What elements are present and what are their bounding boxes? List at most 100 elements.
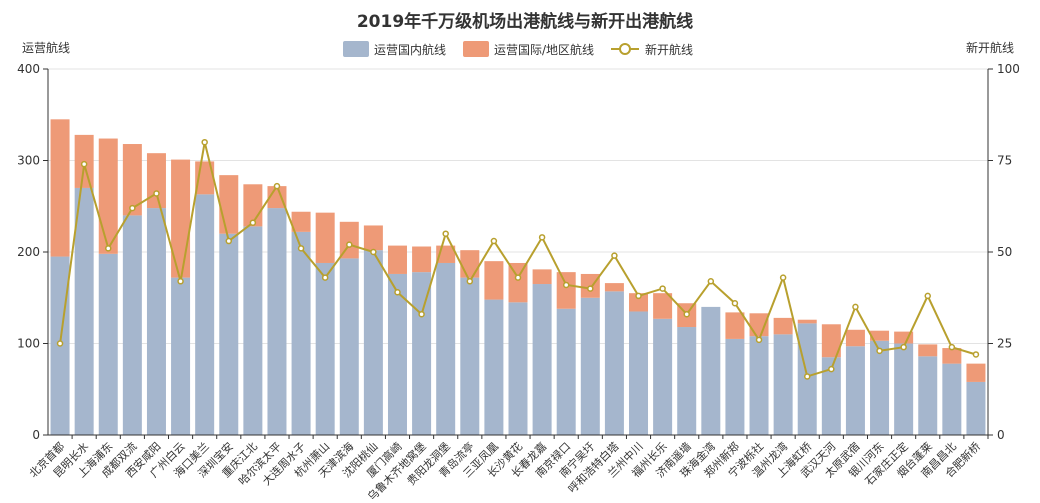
bar-domestic: [291, 231, 311, 435]
bar-international: [918, 344, 938, 357]
bar-domestic: [966, 381, 986, 435]
bar-international: [315, 212, 335, 263]
bar-domestic: [460, 277, 480, 435]
bar-international: [412, 246, 432, 273]
left-axis-label: 运营航线: [22, 40, 70, 55]
bar-international: [942, 348, 962, 364]
new-routes-point: [394, 289, 401, 296]
bar-international: [484, 261, 504, 300]
bar-domestic: [532, 284, 552, 435]
new-routes-point: [635, 292, 642, 300]
bar-domestic: [363, 250, 383, 435]
bar-domestic: [580, 297, 600, 435]
new-routes-point: [538, 234, 546, 241]
bar-international: [171, 159, 191, 278]
new-routes-point: [56, 340, 64, 347]
bar-international: [966, 363, 986, 382]
bar-international: [725, 312, 745, 339]
right-axis-label: 新开航线: [966, 40, 1014, 55]
bar-domestic: [508, 302, 528, 435]
bar-domestic: [243, 226, 263, 435]
bar-domestic: [412, 272, 432, 435]
bar-international: [749, 313, 769, 337]
legend-marker-new: [619, 43, 631, 55]
bar-domestic: [122, 215, 142, 435]
bar-domestic: [556, 308, 576, 435]
bar-domestic: [845, 346, 865, 435]
legend-label-international: 运营国际/地区航线: [494, 42, 594, 57]
new-routes-point: [587, 285, 594, 292]
bar-domestic: [171, 277, 191, 435]
new-routes-point: [442, 230, 449, 237]
new-routes-point: [707, 278, 715, 285]
bar-domestic: [701, 306, 721, 435]
right-tick-label: 50: [997, 245, 1012, 259]
bar-domestic: [749, 336, 769, 435]
legend: 运营国内航线 运营国际/地区航线 新开航线: [343, 41, 693, 57]
new-routes-point: [755, 336, 763, 344]
bar-domestic: [436, 262, 456, 435]
bar-international: [98, 138, 118, 254]
bar-international: [339, 221, 359, 259]
bar-domestic: [653, 318, 673, 435]
bar-international: [532, 269, 552, 285]
new-routes-point: [683, 310, 690, 318]
new-routes-point: [273, 182, 281, 190]
bar-international: [291, 211, 311, 232]
new-routes-point: [346, 241, 353, 248]
bar-international: [387, 245, 407, 274]
new-routes-point: [225, 237, 233, 245]
bar-domestic: [725, 338, 745, 435]
new-routes-point: [562, 281, 570, 289]
bar-international: [604, 283, 624, 292]
bar-domestic: [942, 363, 962, 435]
new-routes-point: [900, 343, 907, 351]
new-routes-point: [659, 285, 666, 292]
new-routes-point: [876, 347, 883, 355]
bar-domestic: [918, 356, 938, 435]
bar-domestic: [339, 258, 359, 435]
bar-international: [845, 329, 865, 347]
bar-domestic: [629, 311, 649, 435]
bar-domestic: [870, 340, 890, 435]
new-routes-point: [418, 310, 425, 318]
new-routes-point: [972, 351, 980, 358]
bar-domestic: [821, 357, 841, 435]
bar-domestic: [773, 334, 793, 435]
bar-international: [629, 293, 649, 312]
right-tick-label: 75: [997, 154, 1012, 168]
bar-domestic: [267, 208, 287, 435]
new-routes-line: [56, 138, 980, 380]
new-routes-point: [80, 160, 88, 168]
legend-swatch-domestic: [343, 41, 369, 57]
new-routes-point: [177, 278, 184, 285]
new-routes-point: [321, 274, 329, 281]
bar-international: [508, 262, 528, 303]
new-routes-point: [153, 190, 160, 197]
left-tick-label: 200: [17, 245, 40, 259]
bar-international: [460, 250, 480, 278]
bar-international: [146, 153, 166, 209]
bar-domestic: [98, 253, 118, 435]
new-routes-point: [852, 303, 859, 311]
bar-international: [122, 144, 142, 216]
bar-international: [821, 324, 841, 358]
new-routes-point: [611, 252, 618, 259]
right-tick-label: 100: [997, 62, 1020, 76]
new-routes-point: [249, 219, 257, 226]
new-routes-point: [828, 365, 835, 373]
bar-domestic: [387, 273, 407, 435]
new-routes-point: [731, 299, 739, 307]
new-routes-point: [466, 278, 474, 285]
bar-domestic: [894, 343, 914, 435]
right-tick-label: 0: [997, 428, 1005, 442]
x-axis-labels: 北京首都昆明长水上海浦东成都双流西安咸阳广州白云海口美兰深圳宝安重庆江北哈尔滨太…: [26, 439, 983, 503]
new-routes-point: [201, 138, 208, 146]
bar-domestic: [484, 299, 504, 435]
bar-international: [894, 331, 914, 344]
chart-title: 2019年千万级机场出港航线与新开出港航线: [357, 11, 693, 32]
bar-domestic: [146, 208, 166, 435]
bar-international: [50, 119, 70, 257]
bar-international: [797, 319, 817, 324]
